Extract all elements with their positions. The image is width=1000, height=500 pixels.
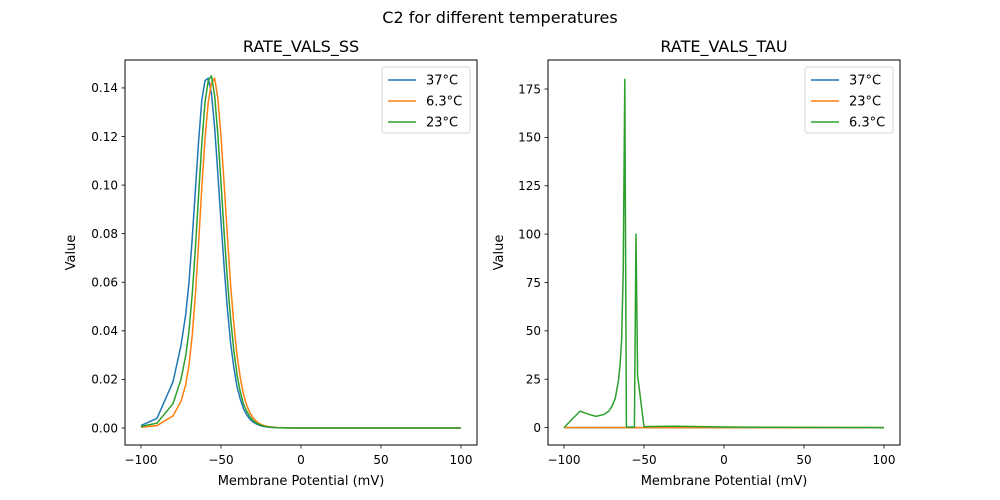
legend-label: 23°C — [426, 116, 458, 131]
legend-item: 6.3°C — [811, 116, 885, 131]
y-axis-ticks: 0.00 0.02 0.04 0.06 0.08 0.10 0.12 0.14 — [91, 81, 125, 435]
legend-label: 37°C — [426, 74, 458, 89]
y-axis-label: Value — [492, 235, 507, 271]
legend: 37°C 23°C 6.3°C — [804, 66, 894, 134]
y-tick-label: 0 — [533, 421, 541, 435]
figure-suptitle: C2 for different temperatures — [382, 8, 617, 27]
y-tick-label: 0.12 — [91, 130, 118, 144]
legend-item: 37°C — [811, 74, 881, 89]
plot-area — [140, 75, 461, 429]
x-tick-label: 100 — [873, 453, 896, 467]
x-tick-label: 0 — [720, 453, 728, 467]
legend: 37°C 6.3°C 23°C — [381, 66, 471, 134]
x-tick-label: 50 — [796, 453, 811, 467]
y-axis-label: Value — [64, 235, 79, 271]
subplot-title: RATE_VALS_TAU — [660, 37, 787, 57]
series-line-2 — [563, 78, 885, 429]
subplot-rate-vals-tau: RATE_VALS_TAU −100 −50 0 50 100 0 25 50 75 100 12… — [492, 37, 901, 489]
y-tick-label: 175 — [518, 82, 541, 96]
y-tick-label: 125 — [518, 179, 541, 193]
y-tick-label: 0.06 — [91, 276, 118, 290]
subplot-rate-vals-ss: RATE_VALS_SS −100 −50 0 50 100 0.000.020.040… — [64, 37, 478, 489]
series-line-2 — [140, 75, 461, 429]
legend-frame — [381, 66, 471, 134]
y-tick-label: 25 — [526, 373, 541, 387]
x-tick-label: −100 — [125, 453, 158, 467]
x-tick-label: −100 — [548, 453, 581, 467]
plot-area — [563, 78, 885, 429]
y-tick-label: 75 — [526, 276, 541, 290]
y-tick-label: 50 — [526, 324, 541, 338]
legend-item: 37°C — [388, 74, 458, 89]
subplot-title: RATE_VALS_SS — [243, 37, 359, 57]
x-tick-label: −50 — [208, 453, 233, 467]
x-axis-ticks: −100 −50 0 50 100 — [548, 445, 896, 467]
x-tick-label: 100 — [450, 453, 473, 467]
x-axis-label: Membrane Potential (mV) — [641, 474, 808, 489]
legend-label: 23°C — [849, 95, 881, 110]
x-axis-ticks: −100 −50 0 50 100 — [125, 445, 473, 467]
y-tick-label: 0.10 — [91, 178, 118, 192]
legend-label: 6.3°C — [426, 95, 462, 110]
x-tick-label: −50 — [631, 453, 656, 467]
legend-item: 23°C — [811, 95, 881, 110]
y-tick-label: 0.14 — [91, 81, 118, 95]
y-tick-label: 0.04 — [91, 324, 118, 338]
y-tick-label: 0.00 — [91, 421, 118, 435]
legend-label: 37°C — [849, 74, 881, 89]
y-tick-label: 150 — [518, 131, 541, 145]
y-tick-label: 0.02 — [91, 373, 118, 387]
legend-item: 6.3°C — [388, 95, 462, 110]
x-tick-label: 50 — [373, 453, 388, 467]
x-tick-label: 0 — [297, 453, 305, 467]
y-tick-label: 100 — [518, 227, 541, 241]
legend-frame — [804, 66, 894, 134]
y-tick-label: 0.08 — [91, 227, 118, 241]
x-axis-label: Membrane Potential (mV) — [218, 474, 385, 489]
legend-item: 23°C — [388, 116, 458, 131]
y-axis-ticks: 0 25 50 75 100 125 150 175 — [518, 82, 548, 435]
legend-label: 6.3°C — [849, 116, 885, 131]
